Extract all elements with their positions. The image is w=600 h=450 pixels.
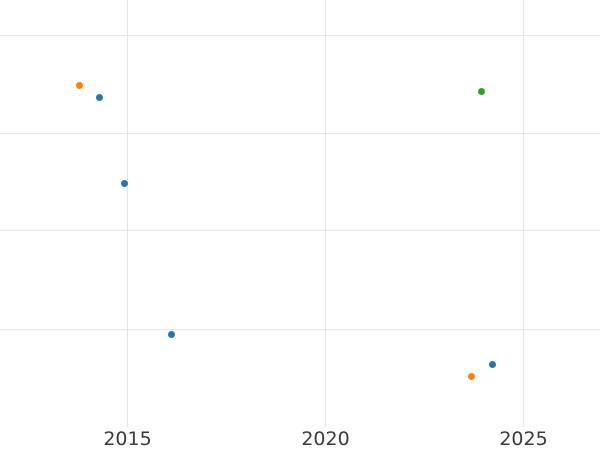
horizontal-gridline-3 [0, 329, 600, 331]
blue-series-point-1 [120, 179, 128, 187]
orange-series-point-1 [467, 372, 475, 380]
vertical-gridline-2015 [126, 0, 128, 427]
vertical-gridline-2020 [324, 0, 326, 427]
horizontal-gridline-0 [0, 35, 600, 37]
x-tick-label-2025: 2025 [499, 428, 548, 450]
vertical-gridline-2025 [522, 0, 524, 427]
blue-series-point-0 [95, 93, 103, 101]
horizontal-gridline-1 [0, 133, 600, 135]
plot-area [0, 0, 600, 427]
x-tick-label-2020: 2020 [301, 428, 350, 450]
green-series-point-0 [477, 87, 485, 95]
blue-series-point-3 [488, 360, 496, 368]
horizontal-gridline-2 [0, 230, 600, 232]
blue-series-point-2 [167, 330, 175, 338]
orange-series-point-0 [75, 81, 83, 89]
x-tick-label-2015: 2015 [103, 428, 152, 450]
